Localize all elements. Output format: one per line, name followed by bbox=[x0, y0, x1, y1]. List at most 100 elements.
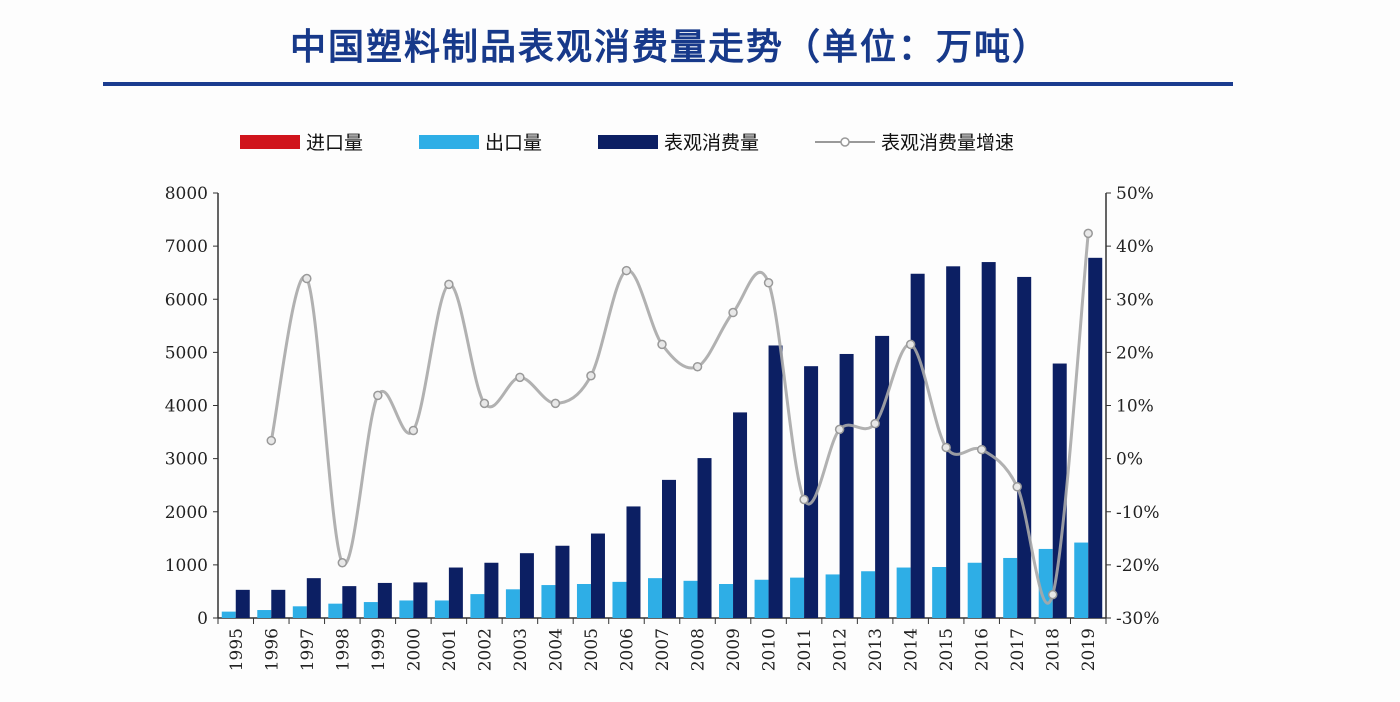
bar-exports bbox=[754, 579, 769, 618]
growth-point bbox=[373, 390, 383, 401]
x-tick-label: 2012 bbox=[831, 628, 851, 671]
y2-tick-label: -10% bbox=[1116, 503, 1160, 523]
bar-consumption bbox=[235, 589, 250, 618]
bar-exports bbox=[292, 606, 307, 618]
bar-consumption bbox=[733, 412, 748, 618]
x-tick-label: 2001 bbox=[440, 628, 460, 671]
bar-consumption bbox=[804, 366, 819, 618]
y2-tick-label: -30% bbox=[1116, 609, 1160, 629]
bar-consumption bbox=[662, 479, 676, 618]
y-tick-label: 2000 bbox=[165, 503, 208, 523]
growth-point bbox=[266, 435, 277, 446]
y-tick-label: 8000 bbox=[165, 184, 208, 204]
y2-tick-label: 50% bbox=[1116, 184, 1154, 204]
x-tick-label: 2002 bbox=[475, 628, 495, 671]
growth-point bbox=[834, 424, 845, 435]
y2-tick-label: -20% bbox=[1116, 556, 1160, 576]
bar-consumption bbox=[839, 353, 854, 618]
bar-consumption bbox=[342, 586, 357, 618]
y-tick-label: 7000 bbox=[165, 237, 208, 257]
bar-exports bbox=[612, 581, 627, 618]
x-tick-label: 2000 bbox=[404, 628, 424, 671]
bar-exports bbox=[861, 571, 876, 618]
bar-exports bbox=[825, 574, 840, 618]
bar-consumption bbox=[377, 582, 392, 618]
growth-point bbox=[941, 442, 951, 453]
growth-point bbox=[799, 494, 809, 505]
x-tick-label: 1995 bbox=[227, 628, 247, 671]
bar-exports bbox=[505, 589, 520, 618]
x-tick-label: 2013 bbox=[866, 628, 886, 671]
bar-exports bbox=[1003, 557, 1018, 618]
legend-swatch-growth bbox=[815, 136, 876, 147]
bar-exports bbox=[719, 584, 734, 618]
bar-exports bbox=[967, 562, 982, 618]
legend-item-growth: 表观消费量增速 bbox=[815, 128, 1014, 155]
legend-swatch-consumption bbox=[598, 134, 659, 149]
legend-label-consumption: 表观消费量 bbox=[664, 132, 760, 154]
y2-tick-label: 20% bbox=[1116, 343, 1154, 363]
legend-label-imports: 进口量 bbox=[306, 132, 364, 154]
bar-exports bbox=[683, 580, 698, 618]
growth-line bbox=[269, 233, 1090, 605]
bar-consumption bbox=[271, 589, 286, 618]
growth-point bbox=[302, 273, 312, 284]
x-tick-label: 2018 bbox=[1044, 628, 1064, 671]
legend-item-exports: 出口量 bbox=[419, 128, 542, 155]
bar-exports bbox=[470, 594, 485, 618]
bar-consumption bbox=[484, 562, 499, 618]
x-tick-label: 1997 bbox=[298, 628, 318, 671]
legend-swatch-exports bbox=[419, 134, 480, 149]
bar-consumption bbox=[697, 458, 712, 618]
growth-point bbox=[976, 444, 987, 455]
x-tick-label: 1999 bbox=[369, 628, 389, 671]
growth-point bbox=[763, 278, 774, 288]
x-tick-label: 1996 bbox=[262, 628, 282, 671]
bar-exports bbox=[932, 567, 947, 618]
bar-exports bbox=[541, 585, 556, 618]
chart-title: 中国塑料制品表观消费量走势（单位：万吨） bbox=[289, 27, 1050, 68]
x-tick-label: 2015 bbox=[937, 628, 957, 671]
y-tick-label: 0 bbox=[197, 609, 208, 629]
bar-exports bbox=[896, 567, 911, 618]
x-tick-label: 2011 bbox=[795, 628, 815, 671]
bar-exports bbox=[1038, 548, 1053, 618]
legend-item-imports: 进口量 bbox=[240, 128, 363, 155]
growth-point bbox=[515, 372, 525, 383]
y-tick-label: 1000 bbox=[165, 556, 208, 576]
legend-item-consumption: 表观消费量 bbox=[598, 128, 759, 155]
bar-exports bbox=[221, 611, 236, 618]
bar-consumption bbox=[555, 545, 570, 618]
bar-consumption bbox=[590, 533, 605, 618]
growth-point bbox=[479, 398, 490, 409]
bar-exports bbox=[790, 577, 805, 618]
growth-point bbox=[1047, 589, 1058, 600]
bar-exports bbox=[434, 600, 449, 618]
bar-exports bbox=[576, 584, 591, 618]
bar-consumption bbox=[519, 553, 534, 618]
bar-consumption bbox=[910, 273, 925, 618]
growth-point bbox=[728, 307, 738, 318]
growth-point bbox=[870, 418, 880, 429]
y-tick-label: 3000 bbox=[165, 450, 208, 470]
x-tick-label: 1998 bbox=[333, 628, 353, 671]
growth-point bbox=[1012, 482, 1022, 492]
bar-consumption bbox=[768, 345, 783, 618]
x-tick-label: 2014 bbox=[902, 628, 922, 671]
bar-consumption bbox=[306, 578, 321, 618]
bar-exports bbox=[1074, 542, 1089, 618]
bar-consumption bbox=[448, 567, 463, 618]
x-tick-label: 2005 bbox=[582, 628, 602, 671]
x-tick-label: 2008 bbox=[689, 628, 709, 671]
growth-point bbox=[905, 339, 916, 350]
growth-point bbox=[550, 398, 561, 409]
growth-point bbox=[337, 558, 348, 568]
growth-point bbox=[444, 279, 454, 290]
x-tick-label: 2016 bbox=[973, 628, 993, 671]
legend-label-exports: 出口量 bbox=[485, 132, 543, 154]
x-tick-label: 2006 bbox=[617, 628, 637, 671]
bar-consumption bbox=[1017, 276, 1032, 618]
legend-label-growth: 表观消费量增速 bbox=[881, 132, 1015, 154]
bar-exports bbox=[399, 600, 414, 618]
x-tick-label: 2009 bbox=[724, 628, 744, 671]
